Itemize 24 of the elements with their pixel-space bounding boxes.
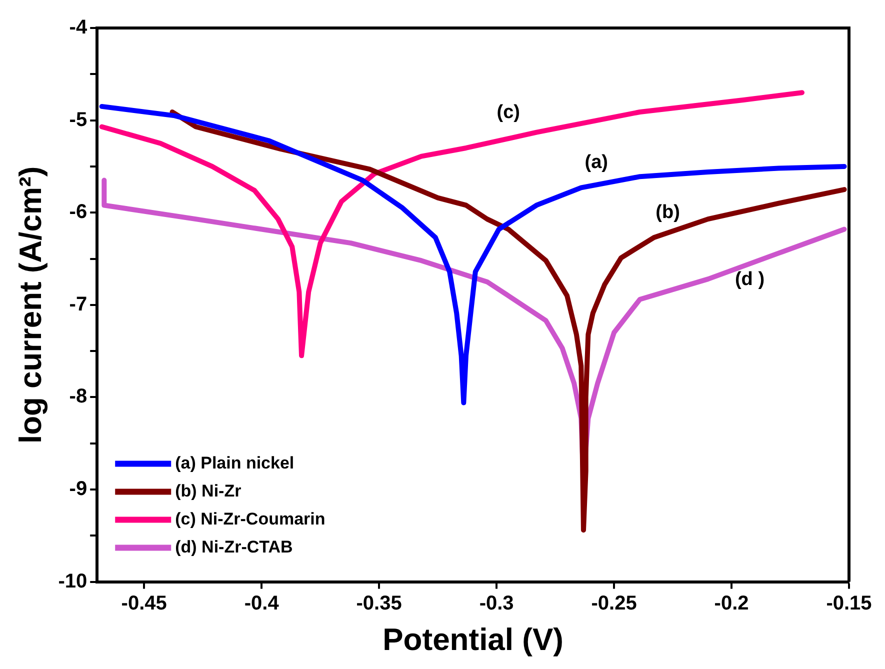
y-tick-label: -6 [69,201,88,224]
x-tick-label: -0.25 [591,592,637,614]
x-tick-label: -0.35 [356,592,402,614]
x-tick-label: -0.15 [826,592,872,614]
x-axis-title: Potential (V) [382,622,564,657]
x-tick-label: -0.45 [121,592,167,614]
y-tick-label: -8 [69,386,88,408]
annotation: (b) [656,202,680,224]
y-tick-label: -9 [69,478,88,500]
annotation: (d ) [734,268,765,290]
legend-label: (d) Ni-Zr-CTAB [175,537,293,556]
y-tick-label: -7 [69,293,88,316]
legend-label: (b) Ni-Zr [175,481,242,500]
annotation: (a) [584,152,608,174]
y-tick-label: -4 [69,16,88,39]
legend-label: (c) Ni-Zr-Coumarin [175,509,326,528]
legend-label: (a) Plain nickel [175,453,294,472]
x-tick-label: -0.2 [714,592,749,614]
annotation: (c) [496,102,520,123]
y-tick-label: -5 [69,108,88,131]
x-tick-label: -0.3 [479,592,514,614]
x-tick-label: -0.4 [244,592,280,614]
y-tick-label: -10 [58,570,88,592]
y-axis-title: log current (A/cm²) [13,166,48,444]
